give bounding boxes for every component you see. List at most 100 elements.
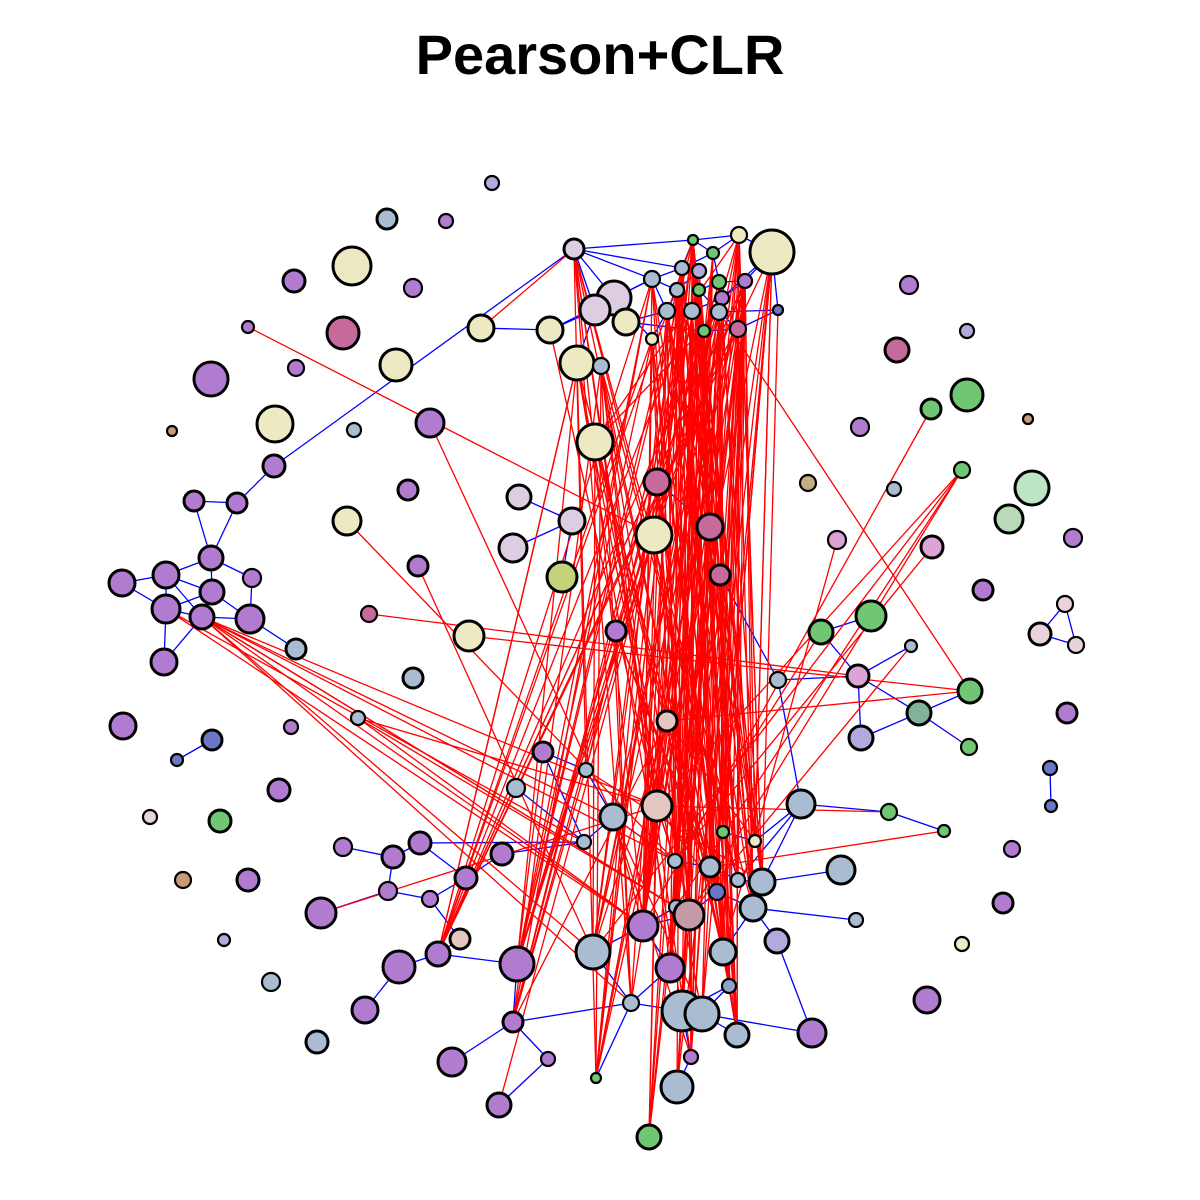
network-node (736, 272, 754, 290)
negative-edge (549, 329, 658, 807)
network-node (1066, 635, 1086, 655)
network-node (854, 599, 888, 633)
node-group (107, 174, 1086, 1151)
network-node (557, 506, 587, 536)
network-node (424, 940, 452, 968)
network-node (709, 302, 729, 322)
network-node (331, 505, 363, 537)
network-node (255, 404, 295, 444)
network-node (401, 666, 425, 690)
network-node (1055, 594, 1075, 614)
network-node (151, 560, 181, 590)
network-node (642, 467, 672, 497)
network-node (919, 397, 943, 421)
negative-edge (656, 805, 890, 813)
network-node (1021, 412, 1035, 426)
network-node (1055, 701, 1079, 725)
negative-edge (201, 616, 632, 1004)
negative-edge (165, 608, 644, 927)
network-node (682, 301, 702, 321)
network-node (668, 281, 686, 299)
negative-edge (642, 481, 658, 927)
negative-edge (592, 289, 678, 953)
negative-edge (675, 239, 694, 908)
network-node (182, 489, 206, 513)
network-node (642, 269, 662, 289)
network-node (150, 593, 182, 625)
network-node (485, 1091, 513, 1119)
negative-edge (498, 534, 655, 1106)
negative-edge (437, 278, 653, 955)
network-node (165, 424, 179, 438)
negative-edge (675, 526, 711, 908)
negative-edge (600, 365, 632, 1004)
negative-edge (709, 830, 945, 868)
network-node (686, 233, 700, 247)
network-node (845, 663, 871, 689)
network-node (234, 603, 266, 635)
network-node (993, 503, 1025, 535)
network-node (304, 1029, 330, 1055)
negative-edge (573, 248, 658, 807)
negative-edge (437, 297, 723, 955)
negative-edge (648, 805, 658, 1138)
network-node (141, 808, 159, 826)
negative-edge (612, 816, 644, 927)
network-node (241, 567, 263, 589)
positive-edge (573, 248, 653, 280)
negative-edge (468, 635, 971, 692)
network-node (991, 891, 1015, 915)
network-node (885, 480, 903, 498)
negative-edge (688, 469, 963, 916)
network-node (402, 277, 424, 299)
network-node (107, 568, 137, 598)
negative-edge (480, 248, 575, 329)
network-node (720, 977, 738, 995)
negative-edge (738, 234, 763, 883)
negative-edge (642, 408, 932, 927)
network-node (849, 416, 871, 438)
network-node (729, 225, 749, 245)
network-node (847, 911, 865, 929)
network-node (448, 927, 472, 951)
network-node (952, 460, 972, 480)
network-node (377, 880, 399, 902)
negative-edge (201, 616, 658, 807)
negative-edge (651, 338, 690, 916)
network-node (626, 909, 660, 943)
network-node (286, 358, 306, 378)
positive-edge (573, 248, 683, 269)
network-node (673, 259, 691, 277)
network-node (200, 728, 224, 752)
network-node (396, 478, 420, 502)
network-node (577, 761, 595, 779)
network-node (331, 245, 373, 287)
negative-edge (516, 751, 544, 965)
network-node (912, 985, 942, 1015)
negative-edge (576, 362, 668, 722)
negative-edge (718, 311, 971, 692)
network-node (1013, 469, 1051, 507)
network-node (575, 833, 593, 851)
network-node (261, 453, 287, 479)
negative-edge (692, 239, 711, 868)
negative-edge (666, 330, 705, 722)
network-node (574, 933, 612, 971)
network-node (483, 174, 501, 192)
network-node (332, 836, 354, 858)
network-node (708, 563, 732, 587)
network-node (707, 882, 727, 902)
network-node (453, 865, 479, 891)
network-node (108, 711, 138, 741)
network-node (723, 1021, 751, 1049)
negative-edge (516, 362, 578, 965)
network-node (879, 802, 899, 822)
network-node (505, 777, 527, 799)
network-node (655, 709, 679, 733)
network-node (437, 212, 455, 230)
network-node (325, 315, 361, 351)
network-node (304, 896, 338, 930)
negative-edge (709, 234, 740, 528)
negative-edge (722, 251, 773, 833)
network-node (748, 228, 796, 276)
